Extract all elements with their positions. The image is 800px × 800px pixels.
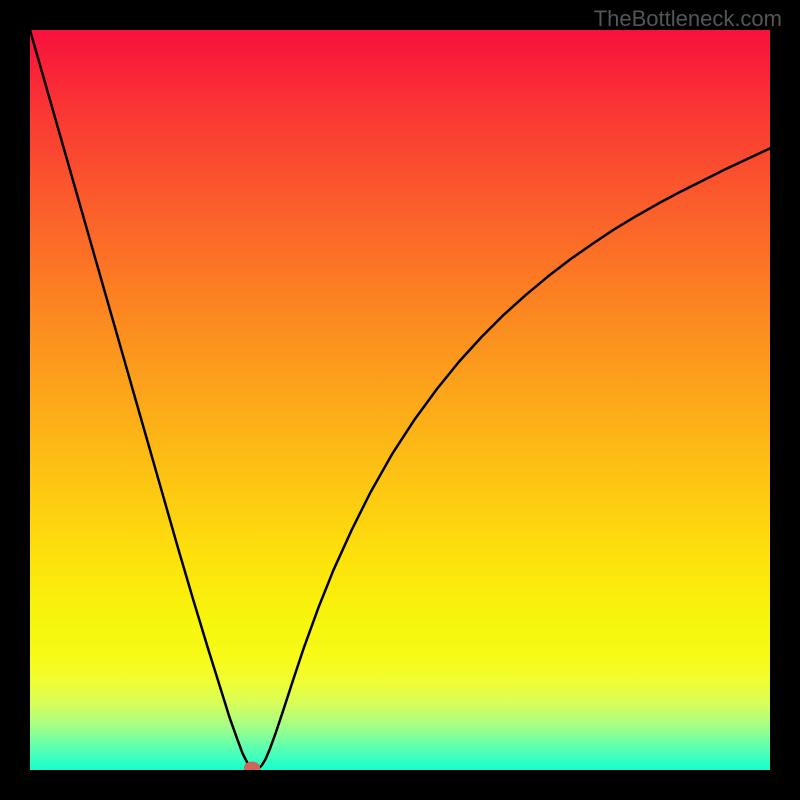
plot-area xyxy=(30,30,770,770)
watermark-text: TheBottleneck.com xyxy=(594,6,782,32)
chart-container: TheBottleneck.com xyxy=(0,0,800,800)
chart-svg xyxy=(30,30,770,770)
gradient-background xyxy=(30,30,770,770)
